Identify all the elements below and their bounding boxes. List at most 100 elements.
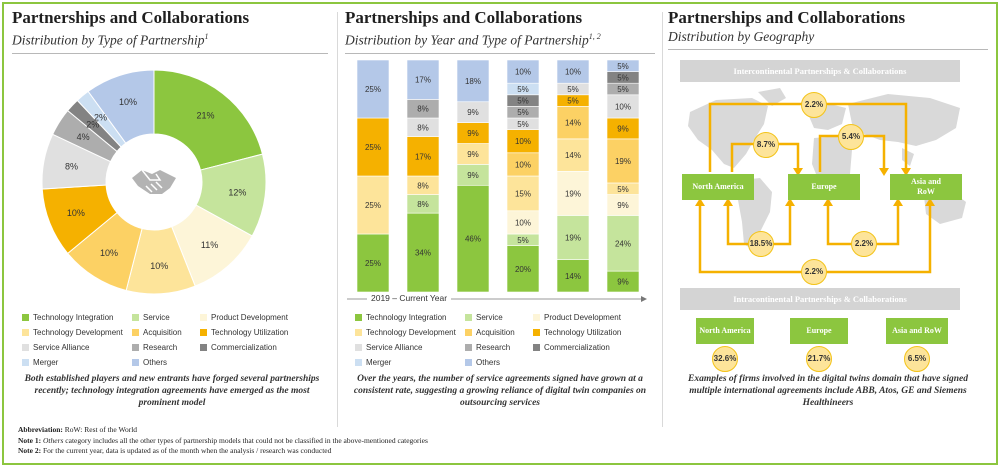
bar-label-technology-utilization: 9%	[617, 124, 629, 133]
panel-title: Partnerships and Collaborations	[668, 8, 906, 27]
legend-label: Service	[476, 313, 503, 322]
bar-segment-service	[556, 215, 590, 260]
legend-panel1: Technology Integration Service Product Dev…	[22, 313, 322, 373]
panel-type-distribution: Partnerships and Collaborations Distribu…	[12, 8, 328, 388]
value-na-eu: 8.7%	[753, 132, 779, 158]
legend-swatch	[533, 329, 540, 336]
legend-label: Merger	[366, 358, 392, 367]
legend-item-merger: Merger	[22, 358, 58, 368]
donut-label-research: 4%	[77, 132, 90, 142]
bar-segment-technology-integration	[356, 233, 390, 293]
bar-segment-technology-development	[356, 175, 390, 235]
bar-segment-technology-development	[506, 175, 540, 212]
axis-arrow-icon	[641, 296, 647, 302]
panel-year-distribution: Partnerships and Collaborations Distribu…	[345, 8, 655, 388]
region-europe: Europe	[788, 174, 860, 200]
bar-label-service-alliance: 5%	[567, 85, 579, 94]
bar-segment-service	[606, 215, 640, 272]
legend-swatch	[22, 344, 29, 351]
panel-subtitle: Distribution by Type of Partnership1	[12, 32, 209, 48]
legend-swatch	[132, 314, 139, 321]
bar-label-merger: 5%	[517, 85, 529, 94]
bar-label-acquisition: 14%	[565, 119, 581, 128]
legend-label: Merger	[33, 358, 59, 367]
legend-label: Technology Development	[33, 328, 123, 337]
bar-segment-acquisition	[606, 138, 640, 184]
legend-swatch	[355, 359, 362, 366]
bar-label-product-development: 10%	[515, 218, 531, 227]
note-2: Note 2: For the current year, data is up…	[18, 446, 332, 455]
bar-segment-others	[556, 59, 590, 84]
legend-swatch	[465, 329, 472, 336]
bar-segment-technology-integration	[556, 259, 590, 293]
bar-label-research: 8%	[417, 105, 429, 114]
donut-label-service-alliance: 8%	[65, 161, 78, 171]
legend-item-others: Others	[465, 358, 500, 368]
legend-item-others: Others	[132, 358, 167, 368]
legend-item-service-alliance: Service Alliance	[22, 343, 89, 353]
abbreviation-note: Abbreviation: RoW: Rest of the World	[18, 425, 138, 434]
bar-label-service: 5%	[517, 236, 529, 245]
legend-item-acquisition: Acquisition	[132, 328, 182, 338]
bar-label-others: 17%	[415, 76, 431, 85]
legend-swatch	[200, 314, 207, 321]
legend-item-acquisition: Acquisition	[465, 328, 515, 338]
bar-label-technology-development: 15%	[515, 189, 531, 198]
bar-segment-others	[506, 59, 540, 84]
region-asia: Asia and RoW	[890, 174, 962, 200]
legend-swatch	[22, 359, 29, 366]
legend-label: Service Alliance	[33, 343, 90, 352]
bar-label-service: 19%	[565, 233, 581, 242]
bar-label-service: 8%	[417, 200, 429, 209]
panel-geography: Partnerships and Collaborations Distribu…	[668, 8, 988, 388]
bar-segment-technology-development	[556, 138, 590, 172]
legend-label: Acquisition	[476, 328, 515, 337]
value-na-asia-top: 2.2%	[801, 92, 827, 118]
legend-swatch	[22, 314, 29, 321]
legend-swatch	[465, 344, 472, 351]
bar-label-research: 5%	[617, 85, 629, 94]
intra-value-europe: 21.7%	[806, 346, 832, 372]
legend-label: Commercialization	[544, 343, 610, 352]
bar-label-others: 10%	[565, 68, 581, 77]
legend-item-product-development: Product Development	[200, 313, 288, 323]
legend-item-commercialization: Commercialization	[200, 343, 277, 353]
legend-item-research: Research	[132, 343, 177, 353]
legend-swatch	[533, 344, 540, 351]
legend-panel2: Technology Integration Service Product Dev…	[355, 313, 655, 373]
bar-label-technology-utilization: 5%	[567, 97, 579, 106]
footnotes: Abbreviation: RoW: Rest of the World Not…	[18, 425, 428, 457]
legend-item-technology-utilization: Technology Utilization	[200, 328, 288, 338]
legend-label: Service	[143, 313, 170, 322]
bar-segment-technology-utilization	[356, 117, 390, 177]
donut-label-acquisition: 10%	[100, 248, 118, 258]
legend-label: Others	[143, 358, 168, 367]
separator	[337, 12, 338, 427]
bar-label-research: 5%	[517, 108, 529, 117]
legend-item-technology-integration: Technology Integration	[355, 313, 447, 323]
bar-segment-others	[456, 59, 490, 103]
donut-label-commercialization: 2%	[86, 119, 99, 129]
caption-panel3: Examples of firms involved in the digita…	[687, 374, 968, 408]
legend-swatch	[355, 329, 362, 336]
legend-swatch	[355, 314, 362, 321]
donut-label-product-development: 11%	[201, 240, 218, 250]
intracontinental-banner: Intracontinental Partnerships & Collabor…	[680, 288, 960, 310]
legend-item-service-alliance: Service Alliance	[355, 343, 422, 353]
bar-label-technology-integration: 9%	[617, 278, 629, 287]
donut-label-technology-utilization: 10%	[67, 208, 85, 218]
bar-segment-others	[356, 59, 390, 119]
region-north-america: North America	[682, 174, 754, 200]
legend-swatch	[465, 359, 472, 366]
legend-item-merger: Merger	[355, 358, 391, 368]
legend-swatch	[132, 329, 139, 336]
intra-region-asia: Asia and RoW	[886, 318, 948, 344]
legend-item-technology-development: Technology Development	[22, 328, 123, 338]
bar-segment-technology-integration	[406, 212, 440, 293]
panel-title: Partnerships and Collaborations	[12, 8, 250, 27]
bar-label-service-alliance: 8%	[417, 123, 429, 132]
intra-value-asia: 6.5%	[904, 346, 930, 372]
donut-label-others: 10%	[119, 97, 137, 107]
panel-subtitle: Distribution by Year and Type of Partner…	[345, 32, 601, 48]
panel-title: Partnerships and Collaborations	[345, 8, 583, 27]
